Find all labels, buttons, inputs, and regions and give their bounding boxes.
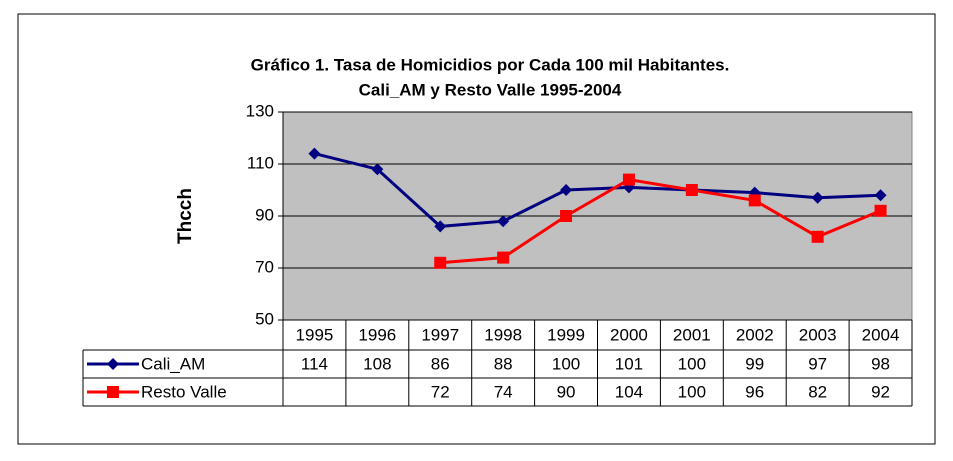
marker	[748, 194, 761, 207]
table-value: 82	[808, 382, 827, 401]
x-tick-label: 2002	[736, 325, 774, 344]
marker	[371, 163, 384, 176]
marker	[811, 191, 824, 204]
table-value: 99	[745, 354, 764, 373]
x-tick-label: 1996	[358, 325, 396, 344]
y-tick-label: 50	[255, 309, 274, 328]
table-value: 100	[678, 382, 706, 401]
legend-marker	[107, 358, 119, 370]
marker	[874, 204, 887, 217]
x-tick-label: 1998	[484, 325, 522, 344]
table-value: 104	[615, 382, 643, 401]
marker	[560, 184, 573, 196]
table-value: 100	[552, 354, 580, 373]
table-value: 92	[871, 382, 890, 401]
table-value: 72	[431, 382, 450, 401]
series-line	[440, 178, 882, 265]
marker	[497, 251, 510, 264]
x-tick-label: 2000	[610, 325, 648, 344]
chart-title: Cali_AM y Resto Valle 1995-2004	[359, 80, 622, 99]
table-value: 88	[494, 354, 513, 373]
y-tick-label: 130	[246, 101, 274, 120]
table-value: 86	[431, 354, 450, 373]
chart-title: Gráfico 1. Tasa de Homicidios por Cada 1…	[251, 55, 730, 74]
marker	[497, 215, 510, 228]
x-tick-label: 1999	[547, 325, 585, 344]
x-tick-label: 1997	[421, 325, 459, 344]
legend-marker	[107, 386, 119, 398]
y-axis-label: Thcch	[175, 188, 196, 244]
table-value: 96	[745, 382, 764, 401]
marker	[434, 220, 447, 233]
x-tick-label: 2004	[862, 325, 900, 344]
marker	[434, 256, 447, 269]
legend-label: Cali_AM	[141, 354, 205, 373]
legend-label: Resto Valle	[141, 382, 227, 401]
series-line	[314, 152, 881, 228]
table-value: 108	[363, 354, 391, 373]
table-value: 74	[494, 382, 513, 401]
y-tick-label: 90	[255, 205, 274, 224]
x-tick-label: 2003	[799, 325, 837, 344]
table-value: 90	[557, 382, 576, 401]
table-value: 98	[871, 354, 890, 373]
table-value: 101	[615, 354, 643, 373]
x-tick-label: 1995	[296, 325, 334, 344]
marker	[685, 184, 698, 196]
marker	[560, 210, 573, 222]
y-tick-label: 110	[247, 153, 274, 172]
marker	[811, 230, 824, 243]
table-value: 100	[678, 354, 706, 373]
marker	[308, 147, 321, 160]
marker	[622, 173, 635, 186]
marker	[874, 189, 887, 202]
y-tick-label: 70	[255, 257, 274, 276]
table-value: 97	[808, 354, 827, 373]
x-tick-label: 2001	[673, 325, 711, 344]
table-value: 114	[301, 354, 328, 373]
